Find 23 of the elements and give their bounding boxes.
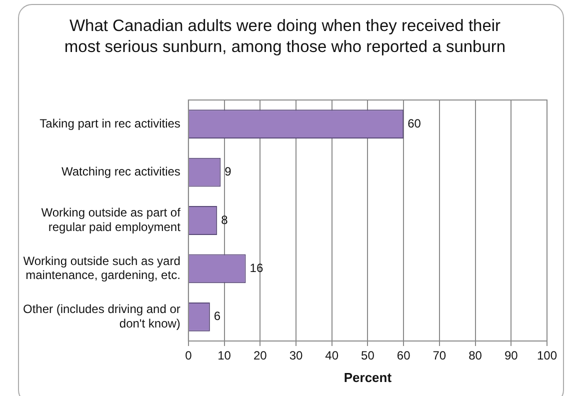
y-tick-label: Working outside such as yard maintenance, gardening, etc. [23, 254, 180, 282]
x-tick-label: 40 [325, 348, 339, 363]
x-tick-label: 80 [468, 348, 482, 363]
x-tick-label: 10 [218, 348, 232, 363]
chart-title: What Canadian adults were doing when they received their most serious sunburn, among those who reported a sunburn [63, 16, 507, 58]
data-label: 6 [214, 309, 221, 324]
x-tick-label: 90 [504, 348, 518, 363]
x-tick-label: 100 [536, 348, 558, 363]
y-tick-label: Working outside as part of regular paid employment [41, 206, 182, 234]
x-tick-label: 50 [361, 348, 375, 363]
y-tick-label: Taking part in rec activities [40, 116, 180, 130]
y-tick-label: Watching rec activities [61, 164, 180, 179]
x-tick-label: 0 [185, 348, 192, 363]
x-tick-label: 70 [432, 348, 446, 363]
data-label: 8 [221, 212, 228, 227]
y-tick-label: Other (includes driving and or don't know) [22, 302, 180, 330]
x-tick-label: 20 [253, 348, 268, 363]
x-axis-title: Percent [344, 370, 392, 385]
data-label: 9 [224, 164, 232, 179]
x-tick-label: 60 [396, 348, 411, 363]
data-label: 60 [408, 116, 422, 130]
data-label: 16 [250, 261, 264, 276]
x-tick-label: 30 [289, 348, 303, 363]
